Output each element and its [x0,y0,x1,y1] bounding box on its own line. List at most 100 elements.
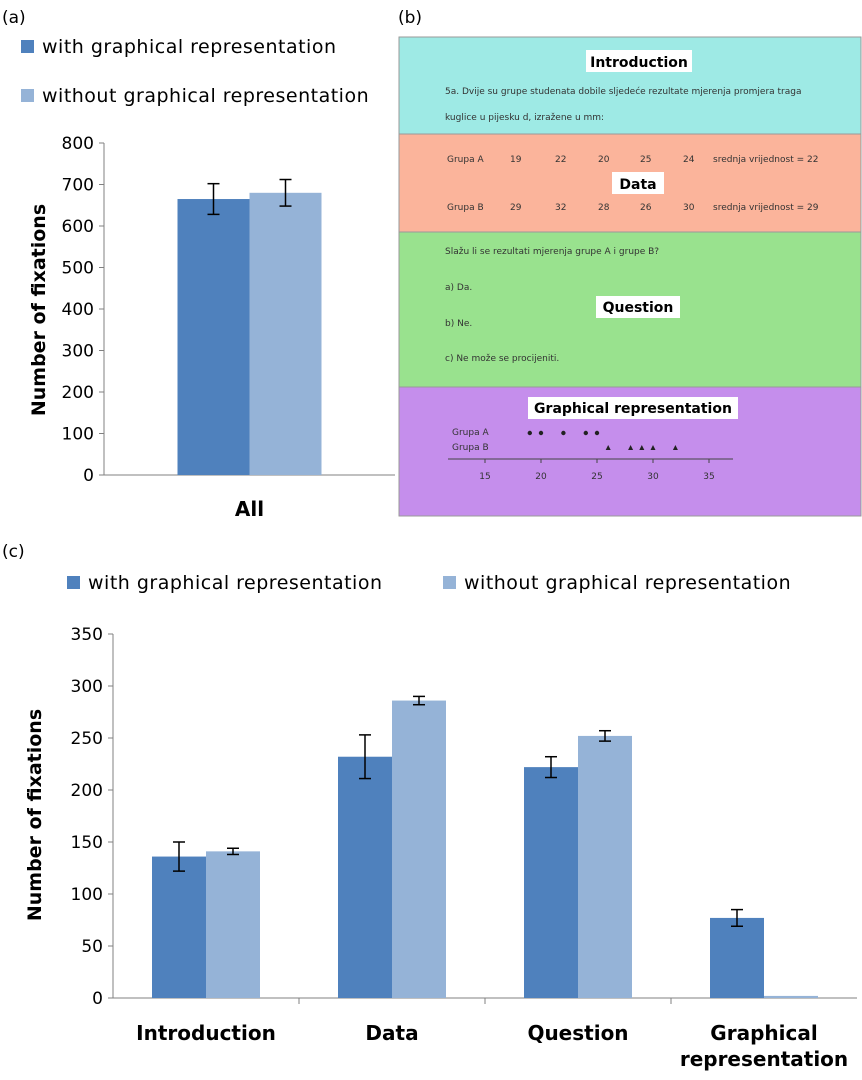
data-title: Data [619,177,656,193]
y-tick-label: 100 [71,885,103,905]
y-tick-label: 700 [62,176,94,196]
y-tick-label: 200 [71,781,103,801]
dotplot-tick-label: 25 [591,472,602,482]
question-option-a: a) Da. [445,283,472,293]
dotplot-label-b: Grupa B [452,443,489,453]
bar-without-question [578,735,632,998]
legend-c-with-label: with graphical representation [88,572,383,594]
y-tick-label: 500 [62,259,94,279]
error-bar [227,847,239,856]
question-option-c: c) Ne može se procijeniti. [445,354,559,364]
error-bar [173,841,185,872]
error-bar [359,734,371,780]
y-tick-label: 250 [71,729,103,749]
dotplot: 15 20 25 30 35 [479,430,715,482]
question-option-b: b) Ne. [445,319,472,329]
graphical-title-box [528,397,738,419]
x-category-label: Introduction [136,1021,276,1045]
bar-without-data [392,700,446,998]
data-cell: Grupa A [447,155,484,165]
data-cell: 20 [598,155,610,165]
legend-a-swatch-with [21,40,34,53]
y-tick-label: 600 [62,217,94,237]
data-cell: 30 [683,203,695,213]
dotplot-tick-label: 35 [703,472,714,482]
data-cell: 24 [683,155,695,165]
legend-a-without-label: without graphical representation [42,85,369,107]
x-category-label: Graphical [710,1021,817,1045]
triangle-grupa-b [639,445,645,450]
dotplot-label-a: Grupa A [452,428,489,438]
data-cell: srednja vrijednost = 22 [713,155,818,165]
introduction-line-1: 5a. Dvije su grupe studenata dobile slje… [445,86,802,97]
dot-grupa-a [583,430,588,436]
panel-b: (b) Introduction 5a. Dvije su grupe stud… [398,8,862,517]
data-row-a: Grupa A 19 22 20 25 24 srednja vrijednos… [447,155,818,165]
dot-grupa-a [561,430,566,436]
triangle-grupa-b [672,445,678,450]
data-title-box [612,172,664,194]
y-axis-title-a: Number of fixations [28,204,50,416]
y-tick-label: 100 [62,425,94,445]
error-bar [731,908,743,927]
bar-without-all [249,192,322,476]
dotplot-tick-label: 15 [479,472,490,482]
data-cell: 22 [555,155,566,165]
x-category-label: Data [365,1021,418,1045]
legend-c-swatch-without [443,576,456,589]
chart-a: 0 100 200 300 400 500 600 700 800 All [62,134,395,521]
triangle-grupa-b [605,445,611,450]
error-bar [545,755,557,779]
dot-grupa-a [538,430,544,436]
error-bar [279,178,292,207]
data-cell: Grupa B [447,203,484,213]
question-text: Slažu li se rezultati mjerenja grupe A i… [445,247,659,257]
dotplot-tick-label: 30 [647,472,659,482]
bar-with-introduction [152,856,206,998]
dotplot-tick-label: 20 [535,472,547,482]
data-cell: 32 [555,203,566,213]
data-row-b: Grupa B 29 32 28 26 30 srednja vrijednos… [447,203,819,213]
panel-c: (c) with graphical representation withou… [2,542,857,1071]
x-category-label: Question [527,1021,628,1045]
introduction-title: Introduction [590,55,688,71]
bar-without-introduction [206,851,260,998]
error-bar [413,695,425,706]
legend-a-swatch-without [21,89,34,102]
legend-c-without-label: without graphical representation [464,572,791,594]
graphical-title: Graphical representation [534,401,732,417]
y-tick-label: 350 [71,625,103,645]
data-cell: 19 [510,155,522,165]
y-tick-label: 0 [83,466,94,486]
triangle-grupa-b [650,445,656,450]
introduction-title-box [586,50,692,72]
panel-c-label: (c) [2,542,25,562]
question-title-box [596,296,680,318]
bar-without-graphical-representation [764,995,818,998]
x-category-label: All [235,497,264,521]
bar-with-graphical-representation [710,917,764,998]
panel-b-label: (b) [398,8,422,28]
bar-with-all [177,199,250,475]
y-tick-label: 300 [62,342,94,362]
y-tick-label: 200 [62,383,94,403]
y-tick-label: 150 [71,833,103,853]
chart-c: 0 50 100 150 200 250 300 350 Introduction Data Que… [71,625,857,1071]
y-tick-label: 300 [71,677,103,697]
error-bar [599,729,611,742]
data-cell: 25 [640,155,651,165]
panel-a-label: (a) [2,8,26,28]
panel-a: (a) with graphical representation withou… [2,8,395,521]
data-cell: srednja vrijednost = 29 [713,203,819,213]
dot-grupa-a [527,430,532,436]
y-axis-title-c: Number of fixations [24,709,46,921]
y-tick-label: 50 [81,937,103,957]
bar-with-question [524,767,578,998]
y-tick-label: 400 [62,300,94,320]
legend-c-swatch-with [67,576,80,589]
y-tick-label: 0 [92,989,103,1009]
data-cell: 29 [510,203,522,213]
question-title: Question [603,300,674,316]
x-category-label: representation [680,1047,848,1071]
